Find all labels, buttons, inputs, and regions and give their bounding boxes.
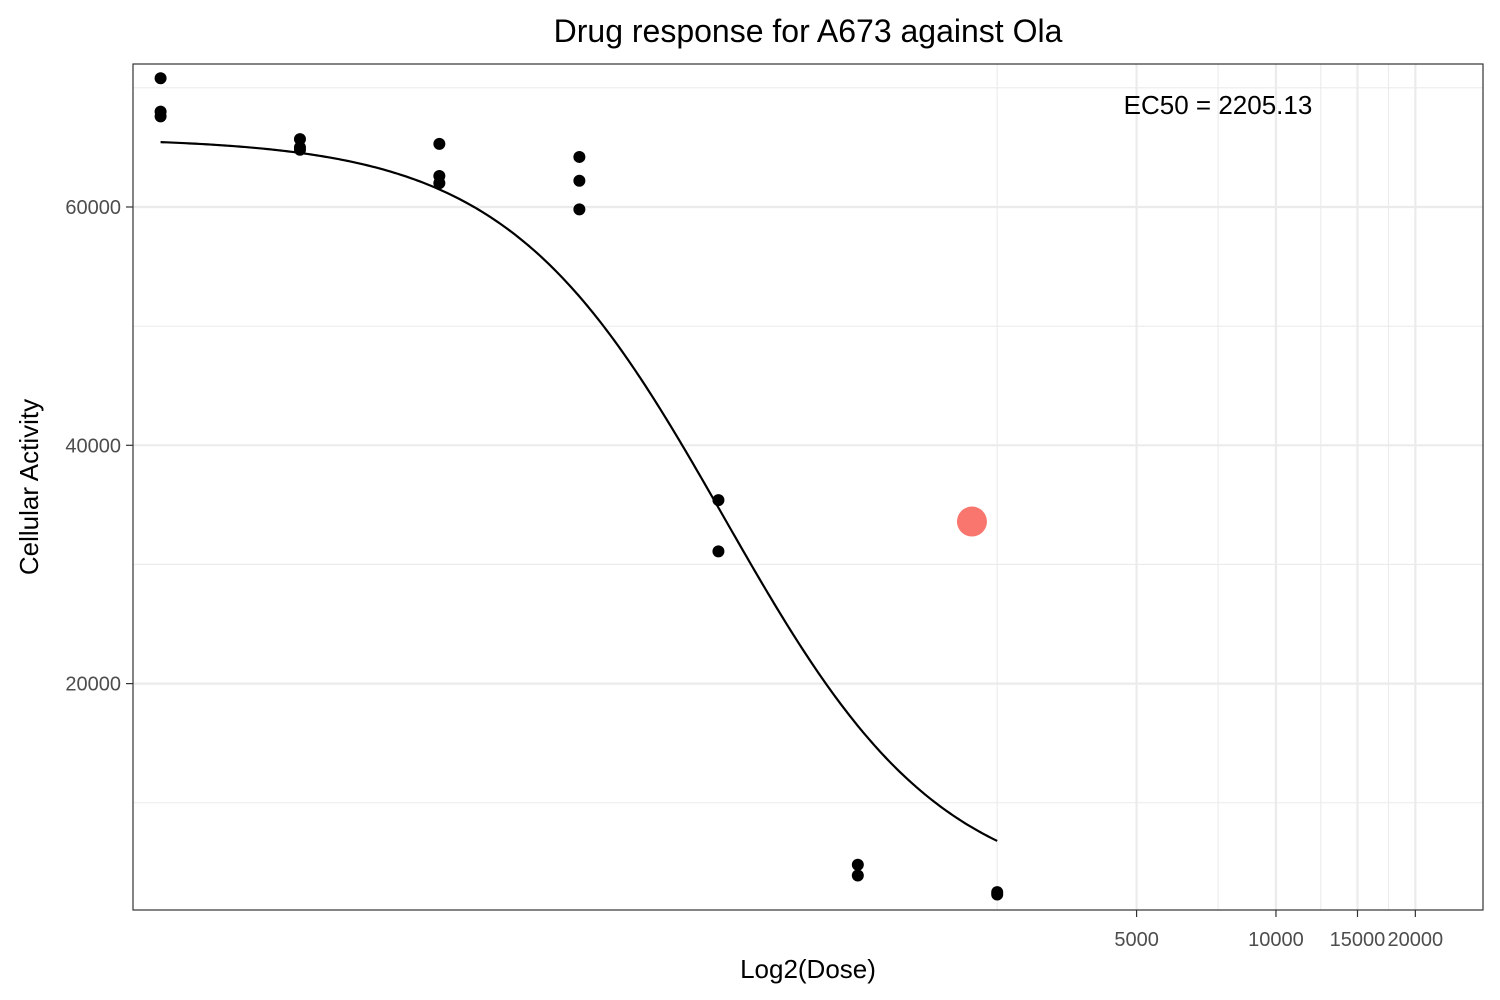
y-axis-title: Cellular Activity <box>14 399 44 575</box>
data-point <box>851 869 864 882</box>
plot-panel <box>133 64 1483 910</box>
y-tick-label: 40000 <box>65 435 121 457</box>
data-point <box>573 150 586 163</box>
data-point <box>573 203 586 216</box>
data-point <box>712 494 725 507</box>
ec50-annotation: EC50 = 2205.13 <box>1124 90 1313 120</box>
ec50-layer <box>956 506 987 537</box>
data-point <box>712 545 725 558</box>
data-point <box>991 888 1004 901</box>
chart-title: Drug response for A673 against Ola <box>554 13 1063 49</box>
grid-layer <box>133 64 1483 910</box>
panel-border <box>132 63 1484 911</box>
x-axis-title: Log2(Dose) <box>740 954 876 984</box>
ec50-marker <box>956 506 987 537</box>
x-tick-label: 10000 <box>1248 929 1304 951</box>
x-tick-label: 15000 <box>1330 929 1386 951</box>
data-point <box>851 858 864 871</box>
y-axis-ticks: 20000 40000 60000 <box>65 197 133 696</box>
data-point <box>293 133 306 146</box>
data-point <box>154 72 167 85</box>
points-layer <box>154 72 1004 901</box>
data-point <box>433 137 446 150</box>
data-point <box>154 110 167 123</box>
x-tick-label: 20000 <box>1388 929 1444 951</box>
x-axis-ticks: 5000 10000 15000 20000 <box>1114 910 1443 951</box>
y-tick-label: 60000 <box>65 197 121 219</box>
data-point <box>573 174 586 187</box>
data-point <box>293 143 306 156</box>
x-tick-label: 5000 <box>1114 929 1159 951</box>
data-point <box>433 177 446 190</box>
y-tick-label: 20000 <box>65 674 121 696</box>
